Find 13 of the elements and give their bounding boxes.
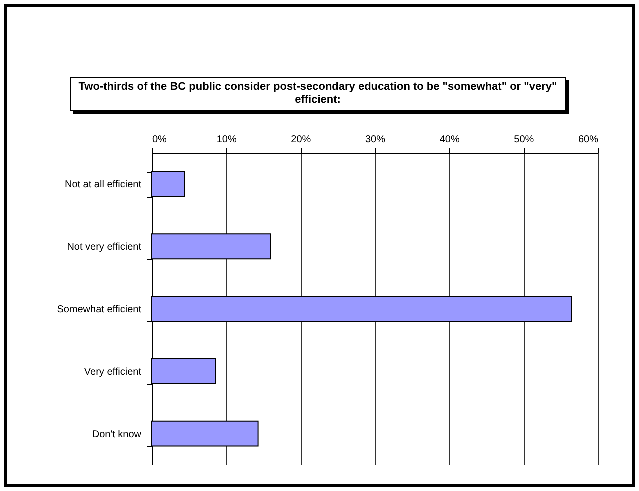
x-tick-label: 0%	[152, 134, 168, 146]
y-tick-label: Don't know	[92, 429, 142, 440]
x-tick-label: 60%	[578, 134, 599, 146]
x-tick-label: 20%	[291, 134, 312, 146]
y-tick-label: Not very efficient	[67, 242, 142, 254]
y-tick-label: Very efficient	[84, 366, 142, 378]
y-tick-label: Somewhat efficient	[57, 304, 142, 316]
x-tick-label: 40%	[440, 134, 460, 146]
chart-title: Two-thirds of the BC public consider post-secondary education to be "somewhat" or "very" efficient:	[70, 77, 566, 111]
x-tick-label: 30%	[365, 134, 386, 146]
y-tick-label: Not at all efficient	[64, 180, 142, 191]
x-tick-label: 10%	[216, 134, 237, 146]
x-tick-label: 50%	[514, 134, 534, 146]
